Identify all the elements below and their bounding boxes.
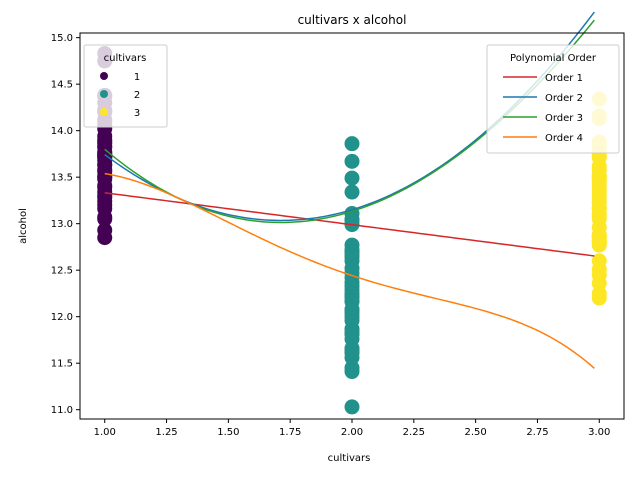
y-tick-label: 14.0 (51, 126, 73, 137)
x-tick-label: 1.75 (279, 427, 301, 438)
fit-lines (104, 11, 595, 369)
y-tick-label: 12.0 (51, 312, 73, 323)
y-axis: 11.0 11.5 12.0 12.5 13.0 13.5 14.0 14.5 15.0 (51, 33, 80, 416)
legend-polynomial-box (486, 44, 620, 154)
y-tick-label: 11.5 (51, 359, 73, 370)
y-tick-label: 14.5 (51, 80, 73, 91)
x-tick-label: 2.50 (465, 427, 487, 438)
data-point-cultivar-3 (591, 290, 607, 306)
legend-label-cultivar-2: 2 (134, 90, 140, 101)
y-tick-label: 13.5 (51, 173, 73, 184)
legend-cultivars-box (83, 44, 168, 128)
data-point-cultivar-2 (344, 399, 360, 415)
legend-cultivars-title: cultivars (104, 53, 147, 64)
y-tick-label: 15.0 (51, 33, 73, 44)
x-tick-label: 1.00 (94, 427, 116, 438)
y-tick-label: 11.0 (51, 405, 73, 416)
legend-marker-cultivar-2 (100, 90, 108, 98)
legend-label-cultivar-1: 1 (134, 72, 140, 83)
legend-label-order-3: Order 3 (545, 113, 583, 124)
x-tick-label: 3.00 (588, 427, 610, 438)
legend-marker-cultivar-1 (100, 72, 108, 80)
data-point-cultivar-2 (344, 364, 360, 380)
legend-cultivars: cultivars 1 2 3 (83, 44, 168, 128)
fit-line-order-4 (104, 172, 595, 369)
data-point-cultivar-2 (344, 170, 360, 186)
x-tick-label: 2.75 (526, 427, 548, 438)
x-tick-label: 1.25 (155, 427, 177, 438)
legend-cultivars-items: 1 2 3 (100, 72, 140, 119)
data-point-cultivar-2 (344, 136, 360, 152)
y-tick-label: 12.5 (51, 266, 73, 277)
legend-polynomial-items: Order 1 Order 2 Order 3 Order 4 (503, 73, 583, 144)
data-point-cultivar-2 (344, 153, 360, 169)
x-tick-label: 2.25 (403, 427, 425, 438)
legend-polynomial-title: Polynomial Order (510, 53, 597, 64)
chart-title: cultivars x alcohol (298, 13, 407, 27)
legend-label-order-1: Order 1 (545, 73, 583, 84)
y-axis-label: alcohol (18, 208, 29, 244)
fit-line-order-1 (104, 192, 595, 257)
data-point-cultivar-1 (97, 211, 113, 227)
x-axis-label: cultivars (328, 453, 371, 464)
y-tick-label: 13.0 (51, 219, 73, 230)
data-point-cultivar-3 (591, 237, 607, 253)
legend-label-order-2: Order 2 (545, 93, 583, 104)
x-axis: 1.00 1.25 1.50 1.75 2.00 2.25 2.50 2.75 3.00 (94, 419, 610, 438)
legend-label-order-4: Order 4 (545, 133, 583, 144)
legend-label-cultivar-3: 3 (134, 108, 140, 119)
legend-marker-cultivar-3 (100, 108, 108, 116)
x-tick-label: 1.50 (217, 427, 239, 438)
data-point-cultivar-2 (344, 184, 360, 200)
data-point-cultivar-1 (97, 230, 113, 246)
x-tick-label: 2.00 (341, 427, 363, 438)
